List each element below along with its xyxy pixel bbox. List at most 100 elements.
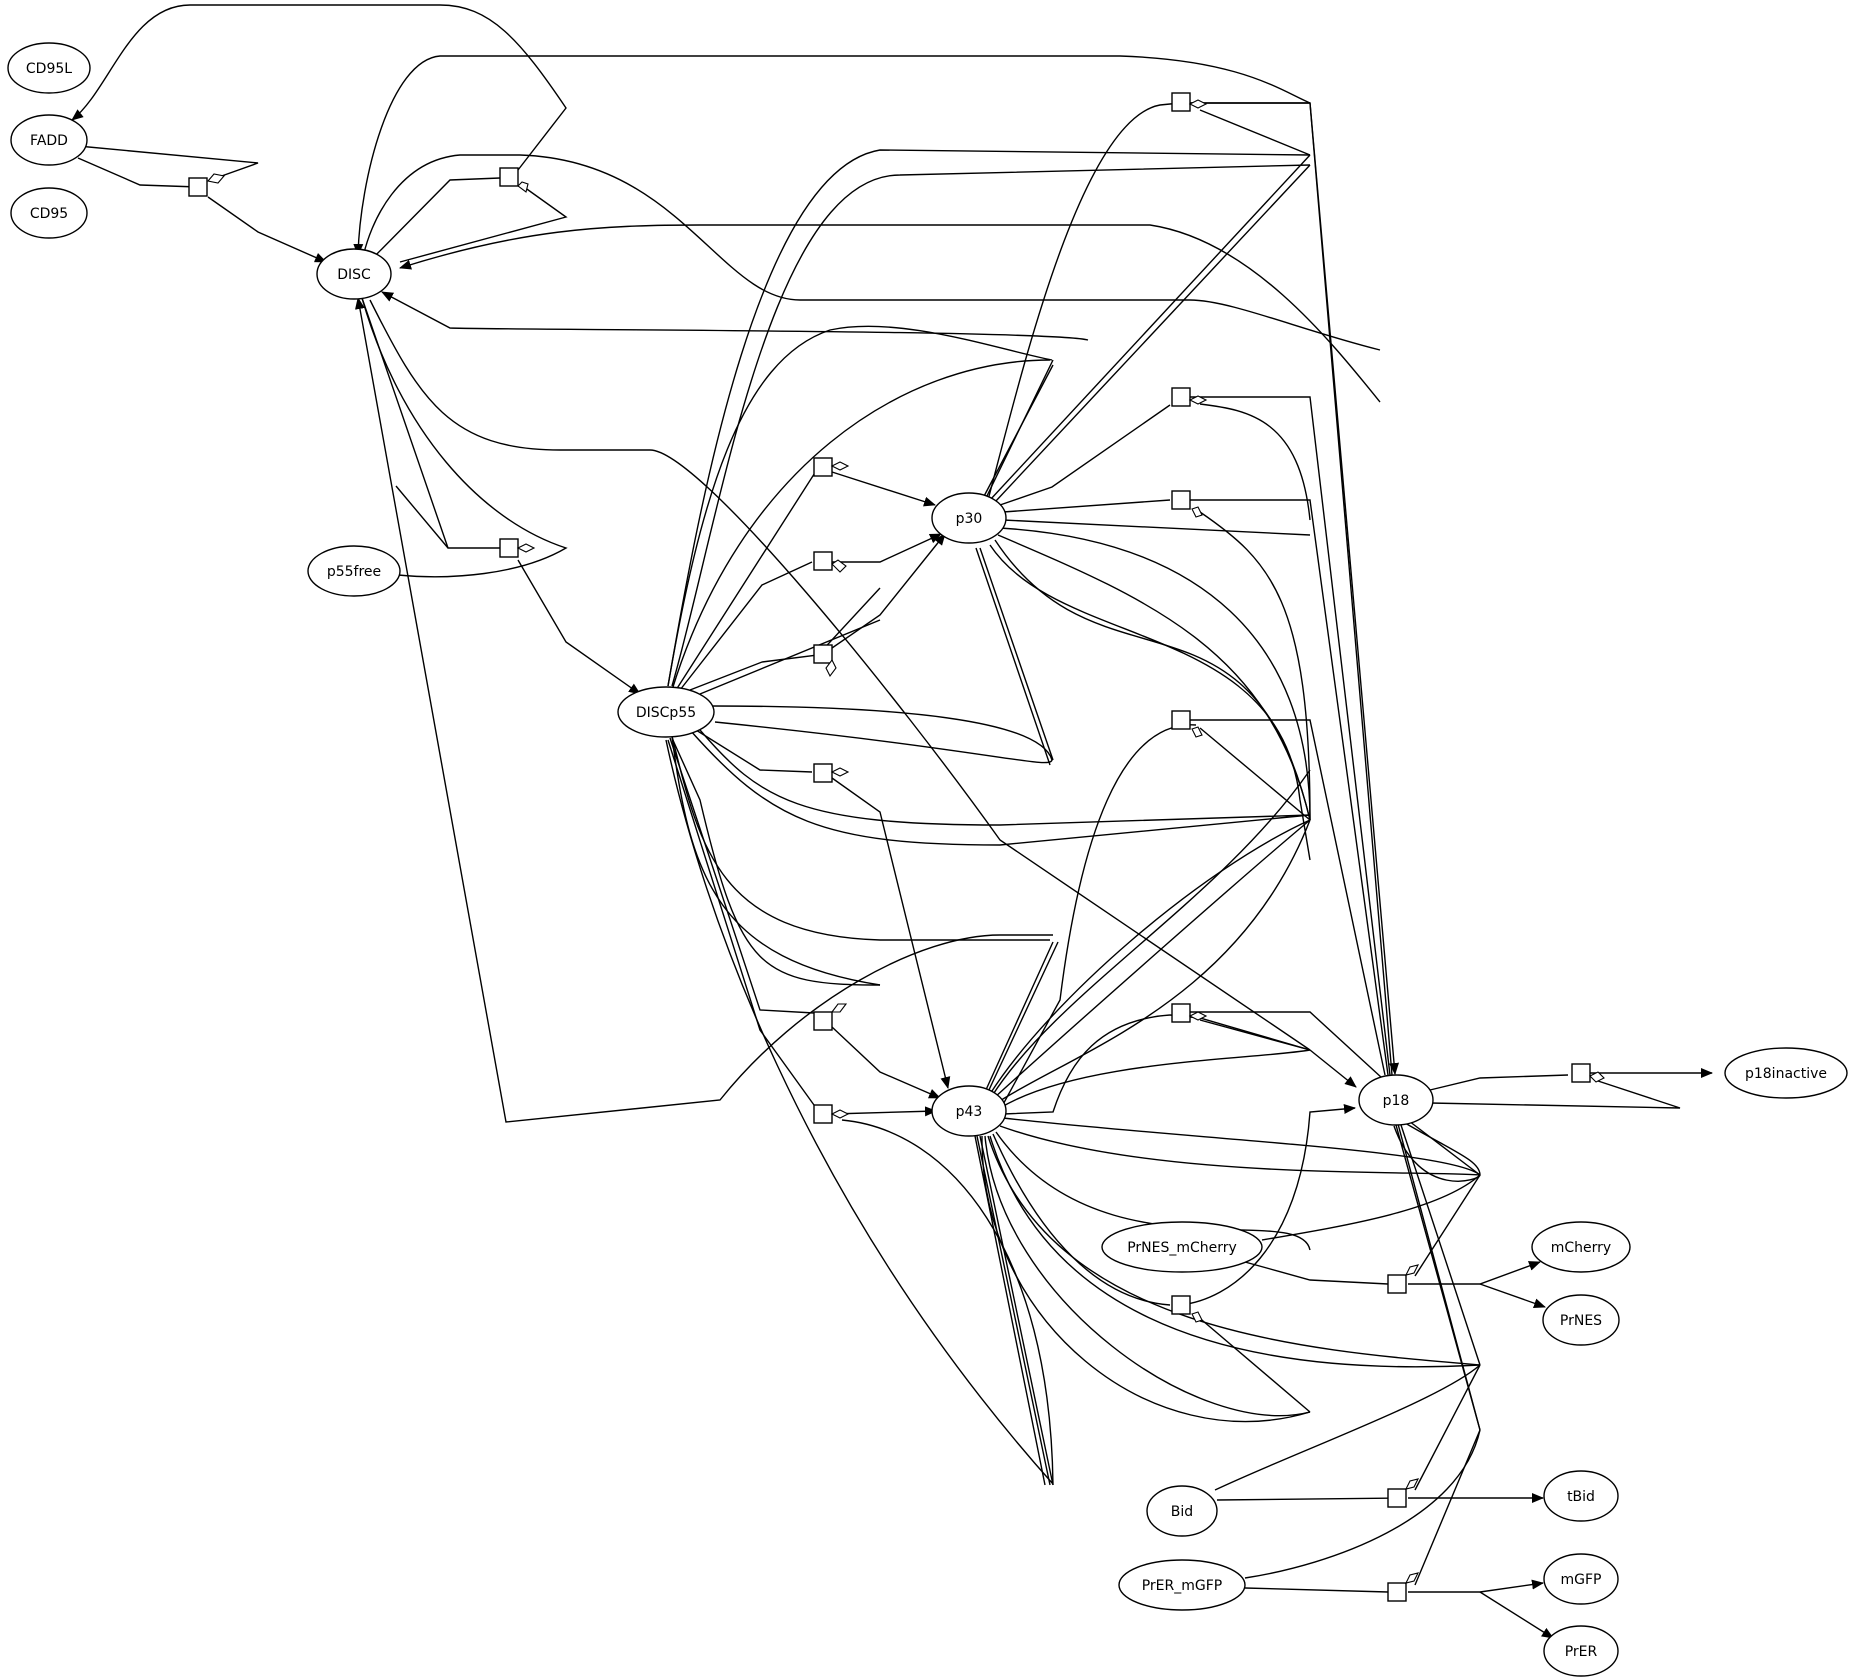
edge — [1399, 1121, 1481, 1366]
edge — [1002, 1117, 1481, 1176]
reaction-node — [1387, 1582, 1407, 1602]
edge — [1216, 1497, 1401, 1501]
node-FADD: FADD — [10, 114, 88, 166]
reaction-node — [188, 177, 208, 197]
edge — [989, 544, 1311, 861]
edge — [679, 561, 813, 691]
edge — [667, 739, 815, 1106]
node-mGFP: mGFP — [1543, 1553, 1619, 1605]
node-label: p18inactive — [1745, 1066, 1827, 1082]
node-DISCp55: DISCp55 — [617, 686, 715, 738]
edge — [994, 539, 1311, 821]
modifier-diamond — [1191, 1311, 1203, 1323]
edge — [671, 735, 881, 986]
edge — [353, 55, 1311, 256]
edge — [669, 737, 815, 1014]
edge — [997, 534, 1311, 821]
edge — [989, 154, 1311, 501]
edge — [399, 186, 568, 263]
edge — [974, 1135, 1046, 1486]
reaction-boxes — [188, 92, 1591, 1602]
edge — [987, 941, 1059, 1093]
edge — [999, 404, 1171, 506]
reaction-node — [1387, 1274, 1407, 1294]
node-label: PrNES — [1560, 1313, 1602, 1329]
reaction-node — [813, 457, 833, 477]
edge — [999, 1049, 1311, 1109]
node-label: FADD — [30, 133, 68, 149]
node-DISC: DISC — [316, 248, 392, 300]
node-p18: p18 — [1358, 1074, 1434, 1126]
reaction-node — [499, 538, 519, 558]
edge — [1414, 1429, 1481, 1586]
edge — [671, 164, 1311, 687]
edge — [675, 467, 819, 691]
modifier-diamond — [1404, 1572, 1420, 1584]
reaction-node — [1171, 490, 1191, 510]
edge — [711, 705, 1053, 764]
node-label: CD95L — [26, 61, 72, 77]
edge — [671, 735, 1050, 941]
edge — [1002, 1014, 1171, 1115]
reaction-node — [813, 1011, 833, 1031]
edge — [989, 819, 1311, 1095]
node-label: p18 — [1383, 1093, 1410, 1109]
edge — [1404, 1117, 1481, 1176]
node-PrNES-mCherry: PrNES_mCherry — [1101, 1221, 1263, 1273]
node-p30: p30 — [931, 492, 1007, 544]
edge — [981, 364, 1054, 501]
reaction-node — [1171, 1003, 1191, 1023]
edge — [987, 102, 1310, 501]
modifier-diamond — [206, 173, 226, 184]
node-mCherry: mCherry — [1531, 1221, 1631, 1273]
edge — [831, 777, 951, 1089]
edge — [1479, 1283, 1546, 1309]
edge — [1479, 1591, 1554, 1639]
edge — [671, 737, 881, 986]
modifier-diamond — [1188, 1011, 1208, 1021]
modifier-diamond — [1188, 395, 1208, 405]
edge — [979, 547, 1054, 761]
reaction-node — [1571, 1063, 1591, 1083]
node-label: mGFP — [1561, 1572, 1602, 1588]
edge — [981, 1135, 1311, 1423]
node-label: p55free — [327, 564, 381, 580]
edge — [1199, 403, 1311, 521]
reaction-node — [813, 763, 833, 783]
edge — [1429, 1079, 1681, 1109]
edge — [381, 291, 1089, 341]
edge — [671, 359, 1051, 691]
edge — [667, 325, 1053, 687]
reaction-node — [813, 551, 833, 571]
modifier-diamond — [516, 543, 536, 553]
reaction-node — [1171, 710, 1191, 730]
edge — [1214, 1364, 1481, 1491]
edge — [695, 729, 813, 773]
node-label: DISCp55 — [636, 705, 696, 721]
species-nodes: CD95L FADD CD95 DISC p55free DISCp55 p30 — [7, 42, 1848, 1677]
edge — [831, 471, 936, 507]
node-CD95L: CD95L — [7, 42, 91, 94]
node-label: tBid — [1567, 1489, 1595, 1505]
reaction-node — [1171, 92, 1191, 112]
reaction-node — [499, 167, 519, 187]
node-PrNES: PrNES — [1542, 1294, 1620, 1346]
edge — [1199, 727, 1311, 821]
edge — [1199, 109, 1311, 156]
node-label: p43 — [956, 1104, 983, 1120]
edge — [1002, 499, 1171, 513]
reaction-node — [1171, 387, 1191, 407]
edge — [1179, 1103, 1356, 1306]
edge — [841, 1119, 1054, 1486]
edge — [1399, 1119, 1481, 1176]
edges — [71, 4, 1713, 1639]
modifier-diamond — [830, 1109, 850, 1119]
edge — [689, 729, 1311, 846]
edge — [984, 941, 1054, 1093]
edge — [1408, 1261, 1541, 1285]
modifier-diamond — [1188, 99, 1208, 109]
node-label: p30 — [956, 511, 983, 527]
edge — [987, 1135, 1481, 1366]
edge — [999, 1125, 1481, 1176]
